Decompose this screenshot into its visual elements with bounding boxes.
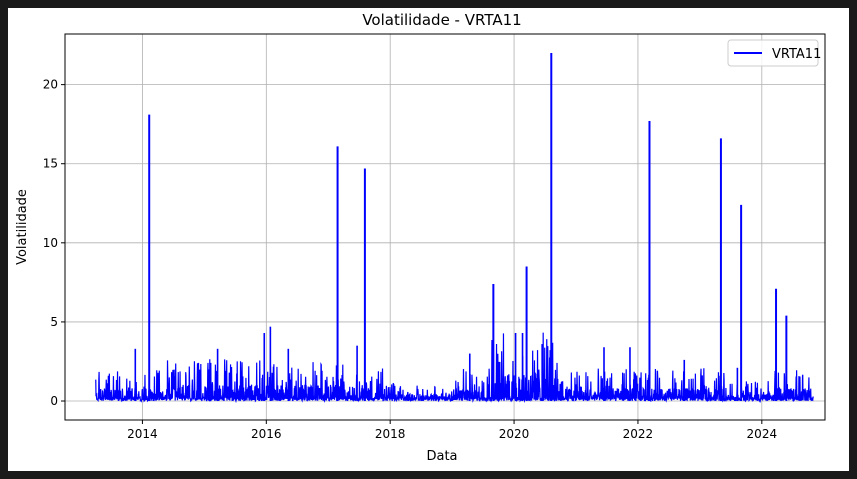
y-tick-label: 10 bbox=[43, 236, 58, 250]
y-axis-label: Volatilidade bbox=[15, 189, 30, 265]
y-tick-label: 0 bbox=[50, 394, 58, 408]
x-axis-ticks: 2014 2016 2018 2020 2022 2024 bbox=[127, 420, 777, 441]
x-tick-label: 2018 bbox=[375, 427, 406, 441]
series-line-vrta11 bbox=[95, 332, 814, 404]
x-tick-label: 2024 bbox=[747, 427, 778, 441]
series-layer bbox=[95, 52, 814, 404]
chart-title: Volatilidade - VRTA11 bbox=[362, 11, 521, 29]
grid-lines bbox=[65, 34, 825, 420]
volatility-chart: Volatilidade - VRTA11 2014 2016 2018 2020 20… bbox=[15, 11, 826, 464]
x-tick-label: 2016 bbox=[251, 427, 282, 441]
x-tick-label: 2020 bbox=[499, 427, 530, 441]
y-tick-label: 20 bbox=[43, 78, 58, 92]
figure: Volatilidade - VRTA11 2014 2016 2018 2020 20… bbox=[8, 8, 849, 471]
y-axis-ticks: 0 5 10 15 20 bbox=[43, 78, 65, 408]
x-axis-label: Data bbox=[426, 449, 457, 464]
legend: VRTA11 bbox=[727, 39, 821, 67]
x-tick-label: 2014 bbox=[127, 427, 158, 441]
y-tick-label: 5 bbox=[50, 315, 58, 329]
y-tick-label: 15 bbox=[43, 157, 58, 171]
x-tick-label: 2022 bbox=[623, 427, 654, 441]
legend-box bbox=[727, 39, 819, 67]
plot-frame bbox=[64, 33, 826, 421]
legend-label: VRTA11 bbox=[772, 47, 821, 62]
